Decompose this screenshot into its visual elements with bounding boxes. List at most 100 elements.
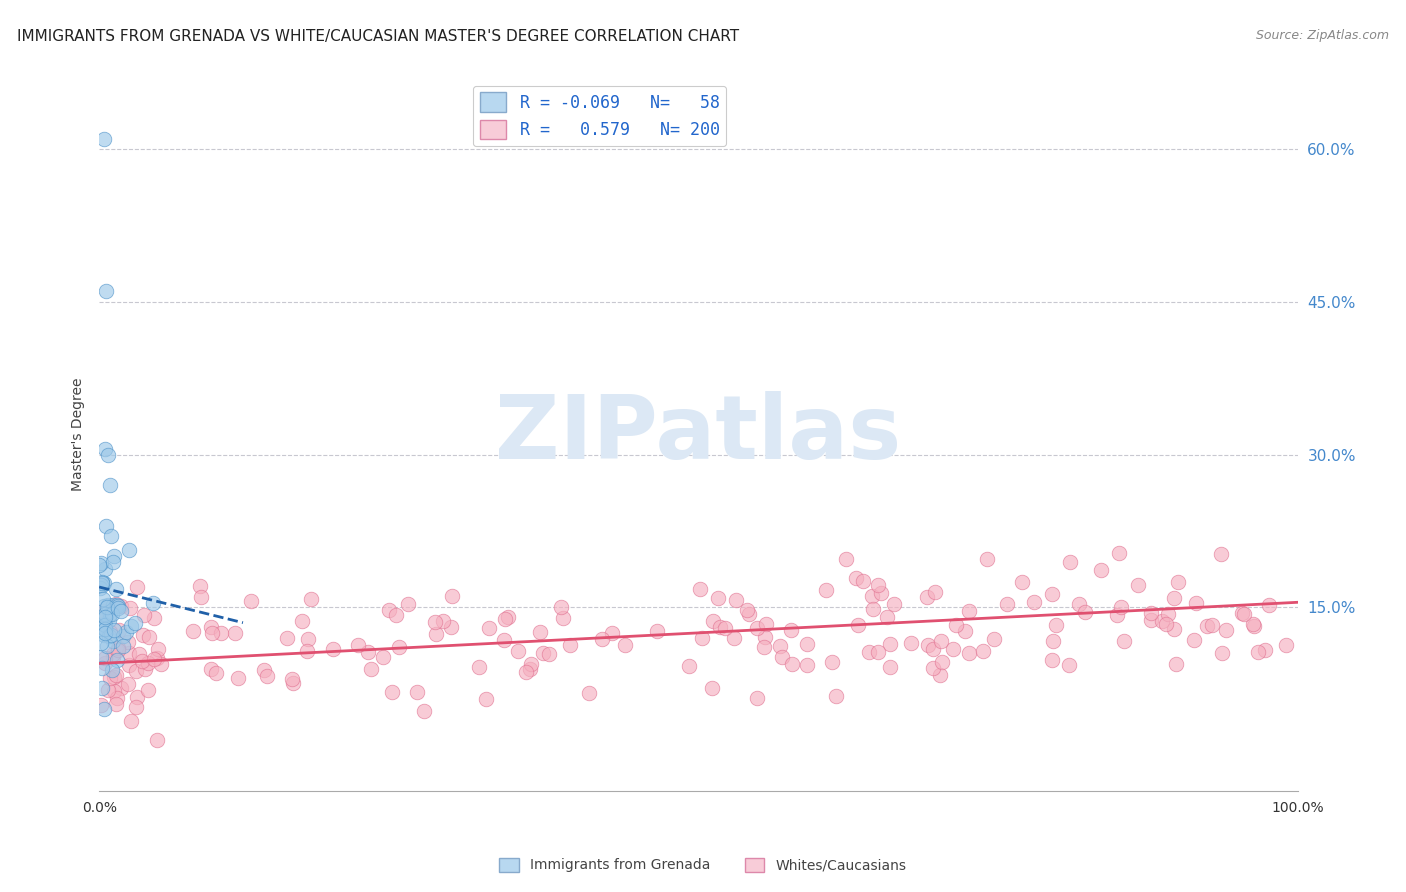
Point	[496, 609, 519, 624]
Point	[475, 692, 498, 706]
Point	[432, 614, 454, 628]
Point	[385, 607, 408, 622]
Point	[107, 643, 129, 657]
Point	[769, 639, 792, 653]
Point	[423, 615, 446, 630]
Point	[578, 686, 600, 700]
Point	[879, 637, 901, 651]
Point	[770, 649, 793, 664]
Point	[105, 598, 128, 612]
Point	[1157, 607, 1180, 622]
Point	[107, 641, 129, 656]
Point	[755, 617, 778, 632]
Point	[90, 681, 112, 696]
Point	[91, 592, 114, 607]
Point	[93, 562, 115, 576]
Point	[94, 651, 117, 665]
Point	[256, 669, 278, 683]
Point	[876, 610, 898, 624]
Point	[118, 646, 141, 660]
Point	[494, 612, 516, 626]
Point	[128, 648, 150, 662]
Point	[108, 623, 131, 637]
Point	[724, 592, 747, 607]
Point	[101, 663, 124, 677]
Point	[1011, 575, 1033, 590]
Point	[519, 662, 541, 676]
Point	[440, 620, 463, 634]
Point	[89, 612, 111, 626]
Point	[117, 677, 139, 691]
Point	[1108, 546, 1130, 560]
Point	[1111, 600, 1133, 615]
Point	[118, 601, 141, 615]
Point	[101, 633, 124, 648]
Point	[796, 637, 818, 651]
Point	[103, 623, 125, 637]
Point	[494, 632, 516, 647]
Point	[1040, 586, 1063, 600]
Point	[107, 653, 129, 667]
Point	[1114, 634, 1136, 648]
Point	[860, 589, 883, 603]
Point	[373, 649, 395, 664]
Point	[1139, 606, 1161, 620]
Point	[1257, 598, 1279, 612]
Point	[132, 628, 155, 642]
Point	[103, 549, 125, 564]
Point	[1128, 578, 1150, 592]
Point	[879, 660, 901, 674]
Point	[754, 630, 776, 644]
Point	[1232, 607, 1254, 622]
Point	[868, 578, 890, 592]
Point	[96, 519, 118, 533]
Point	[98, 478, 121, 492]
Point	[1154, 617, 1177, 632]
Point	[1197, 619, 1219, 633]
Point	[1182, 633, 1205, 648]
Point	[973, 644, 995, 658]
Point	[690, 631, 713, 645]
Point	[723, 632, 745, 646]
Point	[131, 654, 153, 668]
Point	[858, 645, 880, 659]
Point	[529, 625, 551, 640]
Point	[1057, 658, 1080, 673]
Point	[97, 598, 120, 612]
Point	[1254, 643, 1277, 657]
Point	[226, 671, 249, 685]
Point	[143, 652, 166, 666]
Point	[735, 603, 758, 617]
Point	[150, 657, 173, 671]
Point	[110, 604, 132, 618]
Point	[645, 624, 668, 638]
Point	[100, 529, 122, 543]
Point	[97, 683, 120, 698]
Point	[1059, 555, 1081, 569]
Point	[440, 589, 463, 603]
Text: ZIPatlas: ZIPatlas	[495, 391, 901, 477]
Point	[346, 638, 368, 652]
Point	[103, 670, 125, 684]
Point	[1139, 613, 1161, 627]
Point	[96, 285, 118, 299]
Point	[1215, 623, 1237, 637]
Point	[224, 625, 246, 640]
Text: Source: ZipAtlas.com: Source: ZipAtlas.com	[1256, 29, 1389, 42]
Point	[124, 616, 146, 631]
Point	[281, 673, 304, 687]
Point	[120, 714, 142, 728]
Point	[299, 592, 322, 607]
Point	[93, 702, 115, 716]
Point	[780, 657, 803, 671]
Point	[1045, 618, 1067, 632]
Point	[201, 626, 224, 640]
Point	[551, 611, 574, 625]
Text: IMMIGRANTS FROM GRENADA VS WHITE/CAUCASIAN MASTER'S DEGREE CORRELATION CHART: IMMIGRANTS FROM GRENADA VS WHITE/CAUCASI…	[17, 29, 740, 44]
Point	[600, 626, 623, 640]
Point	[142, 596, 165, 610]
Point	[1042, 634, 1064, 648]
Point	[468, 660, 491, 674]
Point	[834, 552, 856, 566]
Point	[942, 642, 965, 657]
